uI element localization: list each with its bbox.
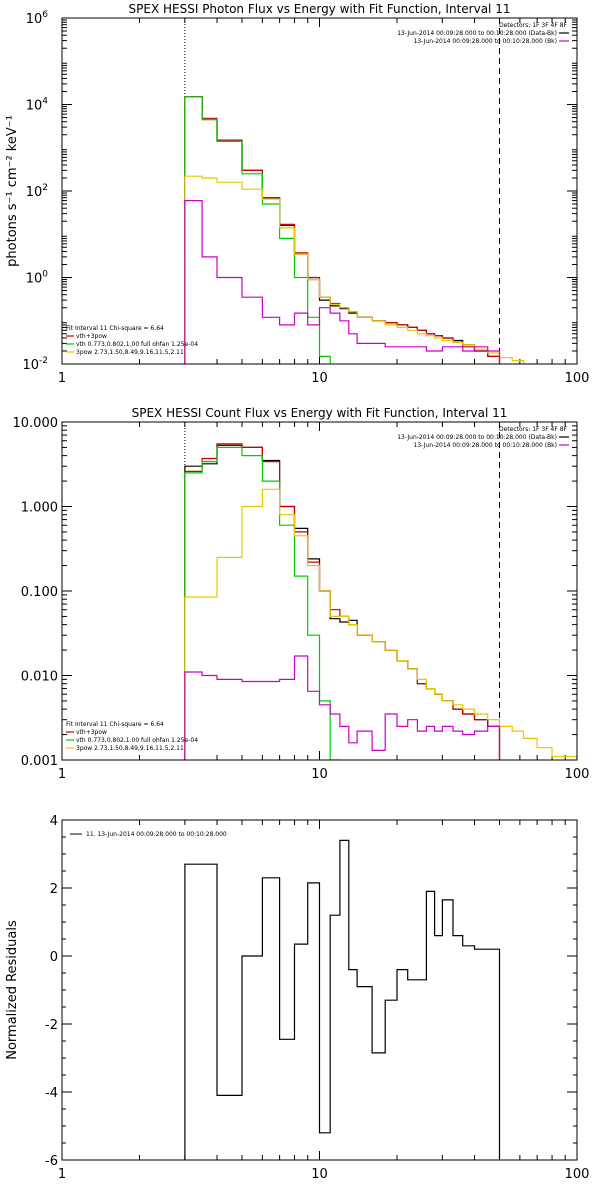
x-tick-label: 10 [311,371,328,386]
series-1-line [184,839,501,1160]
y-tick-label: 0.100 [21,585,58,600]
series-3-line [184,96,331,364]
y-tick-label: 1.000 [21,501,58,516]
legend-bottom-entry: vth 0.773,0.802,1.00 full ohfan 1.25e-04 [76,341,198,348]
series-1-line [184,444,501,760]
legend-bottom-entry: vth+3pow [76,333,107,340]
legend-bottom-entry: vth+3pow [76,729,107,736]
y-tick-label: 10.000 [13,416,59,431]
legend-top-entry: 13-Jun-2014 00:09:28.000 to 00:10:28.000… [397,30,557,37]
x-tick-label: 10 [311,767,328,782]
y-tick-label: 102 [26,183,48,200]
y-tick-label: 104 [26,97,49,114]
y-tick-label: 100 [26,270,49,287]
series-4-line [184,488,577,760]
x-tick-label: 10 [311,1167,328,1182]
chart-panel-2: SPEX HESSI Count Flux vs Energy with Fit… [13,406,590,782]
y-tick-label: 0.010 [21,670,58,685]
y-tick-label: 4 [50,814,58,829]
x-tick-label: 100 [565,1167,590,1182]
legend-bottom-entry: Fit Interval 11 Chi-square = 6.64 [66,325,164,332]
series-4-line [184,175,538,364]
legend-top-entry: Detectors: 1F 3F 4F 8F [499,22,568,29]
plot-frame [61,421,578,761]
plot-frame [61,17,578,365]
legend-bottom-entry: Fit Interval 11 Chi-square = 6.64 [66,721,164,728]
legend-bottom-entry: 3pow 2.73,1.50,8.49,9.16,11.5,2.11 [76,745,184,752]
series-2-line [184,443,501,760]
x-tick-label: 100 [565,371,590,386]
y-tick-label: -6 [45,1154,58,1169]
legend-top-entry: 13-Jun-2014 00:09:28.000 to 00:10:28.000… [414,442,557,449]
y-tick-label: 10-2 [22,356,48,373]
chart-panel-1: SPEX HESSI Photon Flux vs Energy with Fi… [5,2,589,386]
y-tick-label: 106 [26,10,49,27]
y-axis-label: photons s⁻¹ cm⁻² keV⁻¹ [5,115,20,267]
y-tick-label: 2 [50,882,58,897]
series-5-line [184,655,501,760]
x-tick-label: 1 [58,767,66,782]
chart-panel-3: Normalized Residuals 1 10 100 -6 -4 -2 0 2 4 11. 1… [5,814,589,1182]
x-tick-label: 1 [58,371,66,386]
x-tick-label: 100 [565,767,590,782]
x-tick-label: 1 [58,1167,66,1182]
y-axis-label: Normalized Residuals [5,920,20,1060]
y-tick-label: -2 [45,1018,58,1033]
legend-top-entry: Detectors: 1F 3F 4F 8F [499,426,568,433]
y-tick-label: 0.001 [21,754,58,769]
plot-frame [61,819,578,1161]
chart-title: SPEX HESSI Photon Flux vs Energy with Fi… [129,2,511,16]
legend-bottom-entry: 3pow 2.73,1.50,8.49,9.16,11.5,2.11 [76,349,184,356]
legend-inline-entry: 11. 13-Jun-2014 00:09:28.000 to 00:10:28… [86,831,227,838]
y-tick-label: 0 [50,950,58,965]
series-5-line [184,200,501,364]
legend-top-entry: 13-Jun-2014 00:09:28.000 to 00:10:28.000… [414,38,557,45]
legend-bottom-entry: vth 0.773,0.802,1.00 full ohfan 1.25e-04 [76,737,198,744]
chart-title: SPEX HESSI Count Flux vs Energy with Fit… [132,406,508,420]
legend-top-entry: 13-Jun-2014 00:09:28.000 to 00:10:28.000… [397,434,557,441]
y-tick-label: -4 [45,1086,58,1101]
